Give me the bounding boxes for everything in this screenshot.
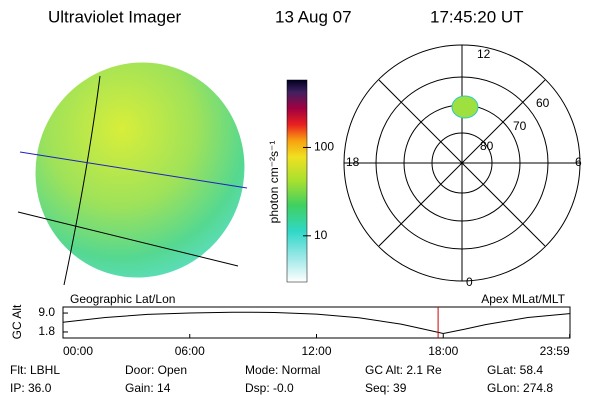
lat-label: 70: [513, 119, 527, 133]
y-tick-label: 1.8: [38, 324, 55, 338]
colorbar-tick-label: 100: [314, 140, 334, 154]
altitude-line: [62, 311, 570, 335]
earth-image: [17, 62, 248, 286]
colorbar-label: photon cm⁻²s⁻¹: [267, 141, 281, 224]
mlt-label: 6: [575, 155, 582, 169]
info-field: Dsp: -0.0: [245, 381, 294, 395]
info-field: IP: 36.0: [10, 381, 52, 395]
info-field: Gain: 14: [125, 381, 171, 395]
info-field: Seq: 39: [365, 381, 407, 395]
info-field: GLon: 274.8: [487, 381, 553, 395]
colorbar: [286, 79, 308, 283]
mlt-label: 0: [466, 275, 473, 289]
mlt-label: 12: [477, 47, 491, 61]
y-tick-label: 9.0: [38, 305, 55, 319]
lat-label: 80: [480, 139, 494, 153]
mlt-label: 18: [346, 155, 360, 169]
lat-label: 60: [536, 96, 550, 110]
info-field: GC Alt: 2.1 Re: [365, 363, 442, 377]
image-label: Geographic Lat/Lon: [70, 292, 175, 306]
altitude-frame: [62, 306, 571, 339]
x-tick-label: 18:00: [428, 344, 458, 358]
x-tick-label: 06:00: [175, 344, 205, 358]
title: Ultraviolet Imager: [48, 7, 182, 26]
time: 17:45:20 UT: [430, 7, 524, 26]
colorbar-tick-label: 10: [314, 228, 328, 242]
info-field: Door: Open: [125, 363, 187, 377]
info-field: GLat: 58.4: [487, 363, 543, 377]
date: 13 Aug 07: [275, 7, 352, 26]
polar-grid: [343, 44, 581, 282]
x-tick-label: 12:00: [301, 344, 331, 358]
x-tick-label: 23:59: [540, 344, 570, 358]
altitude-ylabel: GC Alt: [10, 304, 24, 339]
x-tick-label: 00:00: [63, 344, 93, 358]
info-field: Flt: LBHL: [10, 363, 60, 377]
polar-label: Apex MLat/MLT: [481, 292, 565, 306]
info-field: Mode: Normal: [245, 363, 320, 377]
